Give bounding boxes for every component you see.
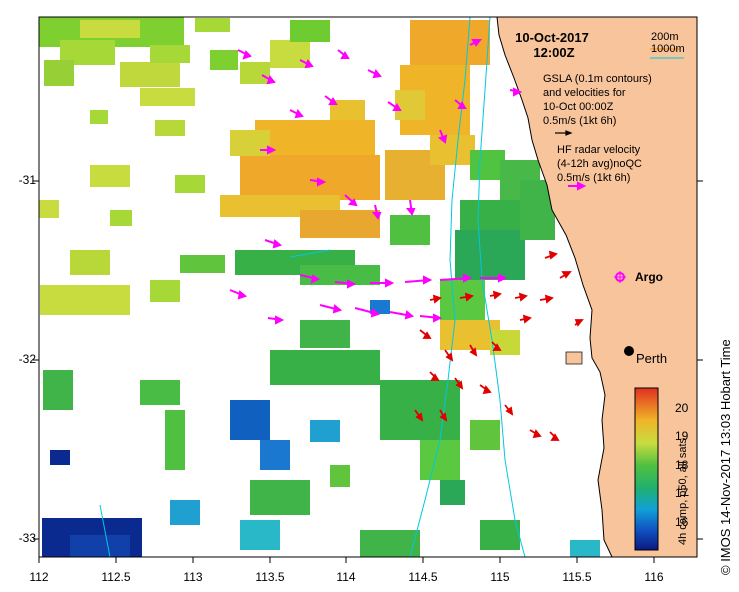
radar-arrow (491, 341, 502, 351)
radar-arrow (489, 290, 502, 300)
y-tick-label: -31 (18, 173, 36, 187)
radar-arrow (469, 344, 478, 357)
gsla-arrow (319, 304, 343, 314)
colorbar-tick-label: 20 (675, 401, 689, 415)
x-tick-label: 112 (29, 570, 49, 584)
gsla-arrow (229, 289, 248, 300)
gsla-arrow (299, 274, 321, 284)
colorbar-tick-label: 19 (675, 429, 689, 443)
plot-frame (38, 16, 698, 558)
gsla-arrow (289, 108, 304, 119)
radar-arrow (544, 250, 558, 260)
radar-arrow (559, 271, 572, 279)
x-tick-label: 114.5 (408, 570, 438, 584)
x-tick-label: 113 (183, 570, 203, 584)
radar-arrow (429, 371, 440, 381)
x-tick-label: 113.5 (255, 570, 285, 584)
radar-arrow (574, 319, 584, 327)
colorbar (634, 387, 659, 551)
radar-arrow (429, 294, 442, 304)
argo-marker (614, 271, 626, 283)
gsla-arrow (389, 310, 415, 320)
gsla-legend-line3: 10-Oct 00:00Z (543, 101, 614, 113)
radar-legend-line2: (4-12h avg)noQC (557, 158, 642, 170)
gsla-arrow (509, 87, 523, 97)
gsla-arrow (439, 273, 473, 283)
gsla-arrow (264, 239, 283, 249)
gsla-arrow (354, 307, 381, 318)
axis-ticks (33, 180, 703, 563)
radar-scale-arrow (568, 181, 587, 191)
radar-arrow (504, 404, 514, 416)
gsla-arrow (324, 95, 338, 105)
radar-arrow (454, 377, 464, 390)
gsla-arrow (267, 315, 285, 325)
radar-arrow (514, 292, 528, 302)
map-time: 12:00Z (533, 45, 575, 60)
gsla-arrow (419, 313, 443, 323)
colorbar-tick-label: 16 (675, 515, 689, 529)
radar-arrow (444, 349, 454, 362)
gsla-arrow (387, 101, 402, 111)
gsla-arrow (260, 145, 277, 155)
colorbar-label: 4h comp, p50, all sats (677, 437, 689, 545)
gsla-arrow (367, 68, 382, 79)
argo-label: Argo (635, 270, 663, 284)
radar-legend-line3: 0.5m/s (1kt 6h) (557, 172, 631, 184)
gsla-arrow (261, 74, 276, 85)
gsla-arrow (370, 278, 395, 288)
gsla-arrow (480, 273, 508, 283)
map-date: 10-Oct-2017 (515, 30, 589, 45)
bathy-1000-label: 1000m (651, 43, 685, 55)
colorbar-tick-label: 18 (675, 458, 689, 472)
radar-arrow (414, 409, 424, 422)
perth-label: Perth (636, 351, 668, 366)
credit-text: © IMOS 14-Nov-2017 13:03 Hobart Time (718, 339, 733, 575)
gsla-legend-line4: 0.5m/s (1kt 6h) (543, 115, 617, 127)
gsla-arrow (334, 279, 357, 289)
gsla-arrow (344, 194, 358, 207)
radar-arrow (529, 429, 542, 439)
radar-arrow (439, 409, 448, 422)
radar-arrow (519, 314, 532, 324)
radar-velocity-arrows (414, 250, 584, 441)
gsla-velocity-arrows (229, 39, 523, 325)
colorbar-tick-label: 17 (675, 486, 689, 500)
bathymetry-contours (99, 17, 526, 557)
x-tick-label: 116 (644, 570, 664, 584)
gsla-arrow (299, 58, 314, 69)
radar-arrow (419, 329, 432, 339)
gsla-arrow (237, 49, 252, 60)
radar-arrow (539, 294, 554, 304)
x-tick-label: 115.5 (562, 570, 592, 584)
gsla-arrow (454, 99, 467, 109)
bathy-200-label: 200m (651, 31, 679, 43)
radar-legend-line1: HF radar velocity (557, 144, 641, 156)
radar-arrow (549, 431, 560, 441)
gsla-arrow (437, 129, 448, 144)
gsla-arrow (405, 199, 416, 216)
gsla-scale-arrow (555, 130, 573, 136)
radar-arrow (479, 384, 492, 395)
gsla-arrow (371, 204, 382, 220)
gsla-arrow (337, 49, 350, 59)
x-tick-label: 112.5 (101, 570, 131, 584)
y-tick-label: -32 (18, 352, 36, 366)
perth-marker (624, 346, 634, 356)
gsla-arrow (404, 275, 433, 285)
gsla-legend-line2: and velocities for (543, 87, 626, 99)
radar-arrow (459, 292, 474, 302)
x-tick-label: 115 (490, 570, 510, 584)
gsla-arrow (469, 39, 483, 47)
y-tick-label: -33 (18, 531, 36, 545)
gsla-arrow (309, 177, 327, 187)
gsla-legend-line1: GSLA (0.1m contours) (543, 73, 652, 85)
x-tick-label: 114 (336, 570, 356, 584)
